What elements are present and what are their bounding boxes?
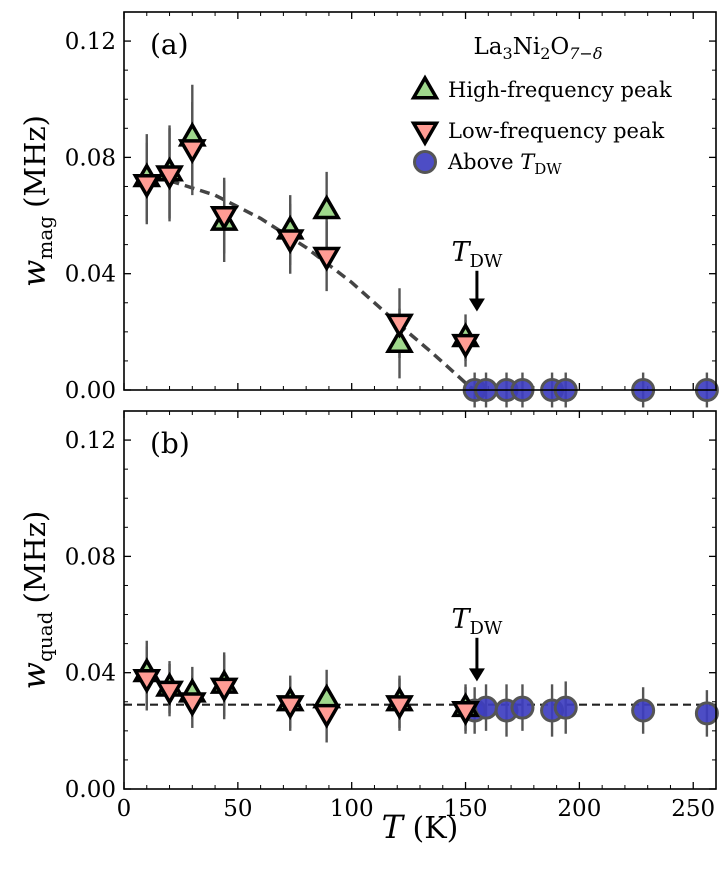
tdw-T: T: [451, 237, 471, 268]
ticks: [123, 410, 716, 790]
legend-title-Ni: Ni: [513, 34, 540, 60]
panel-label: (a): [150, 28, 189, 61]
tdw-arrow-head: [468, 668, 485, 682]
y-label-unit: (MHz): [18, 511, 52, 604]
data-point-circle: [631, 698, 656, 723]
data-point-triangle-down: [177, 139, 207, 165]
legend-label: Low-frequency peak: [448, 119, 665, 143]
legend-label: Above TDW: [447, 150, 562, 178]
data-point-triangle-down: [209, 205, 239, 232]
x-axis-label: T (K): [382, 808, 459, 846]
y-tick-label: 0.12: [65, 428, 116, 454]
legend-title-sub7: 7−δ: [569, 44, 602, 63]
data-point-circle: [553, 695, 578, 720]
x-tick-label: 0: [117, 796, 132, 822]
x-tick-label: 150: [444, 796, 488, 822]
plot-frame: [123, 410, 717, 790]
data-point-triangle-down: [451, 333, 480, 359]
y-axis-label: wquad (MHz): [15, 511, 57, 690]
data-point-triangle-down: [132, 174, 162, 200]
legend-title-sub3: 3: [503, 44, 513, 63]
legend-marker-triangle-up: [410, 74, 440, 100]
data-point-triangle-down: [209, 677, 239, 703]
tdw-T: T: [451, 604, 471, 635]
data-point-triangle-down: [385, 695, 414, 721]
legend-label: High-frequency peak: [448, 78, 672, 102]
y-tick-label: 0.04: [65, 661, 116, 687]
data-point-triangle-up: [312, 683, 342, 709]
x-tick-label: 250: [671, 796, 715, 822]
data-point-circle: [694, 701, 719, 726]
legend-marker-circle: [413, 150, 437, 174]
data-point-triangle-down: [275, 695, 305, 721]
legend-title: La3Ni2O7−δ: [474, 34, 603, 63]
y-axis-label: wmag (MHz): [15, 115, 57, 287]
y-label-sub: mag: [33, 216, 57, 260]
data-point-triangle-down: [177, 692, 207, 718]
tdw-sub: DW: [469, 618, 502, 639]
legend-title-O: O: [550, 34, 569, 60]
x-tick-label: 50: [223, 796, 252, 822]
y-tick-label: 0.00: [65, 777, 116, 803]
legend: La3Ni2O7−δ High-frequency peak Low-frequen…: [410, 34, 672, 178]
legend-marker-triangle-down: [410, 121, 440, 147]
data-point-triangle-down: [275, 229, 305, 255]
panel-a: 0.000.040.080.12 (a)TDWwmag(MHz)La3Ni2O7−…: [15, 11, 719, 408]
data-point-triangle-down: [155, 165, 184, 191]
y-label-unit: (MHz): [18, 115, 52, 208]
tdw-annotation: TDW: [451, 604, 502, 639]
data-point-triangle-up: [312, 194, 342, 220]
y-label-w: w: [15, 662, 53, 689]
tdw-sub: DW: [469, 251, 502, 272]
y-tick-label: 0.08: [65, 145, 116, 171]
legend-title-La: La: [474, 34, 503, 60]
legend-title-sub2: 2: [540, 44, 550, 63]
x-tick-label: 100: [330, 796, 374, 822]
legend-label-text: Above: [447, 150, 520, 174]
data-point-triangle-down: [155, 680, 184, 706]
data-point-triangle-down: [132, 668, 162, 695]
y-label-w: w: [15, 260, 53, 287]
legend-label-sub: DW: [534, 160, 562, 178]
data-point-triangle-down: [312, 703, 342, 729]
panel-label: (b): [150, 427, 190, 460]
data-point-triangle-down: [385, 313, 414, 339]
data-point-triangle-down: [312, 246, 342, 272]
y-tick-label: 0.12: [65, 29, 116, 55]
data-point-triangle-up: [385, 327, 414, 354]
plot-frame: [123, 11, 717, 391]
x-label-T: T: [382, 808, 406, 846]
tdw-arrow-head: [468, 298, 485, 312]
y-label-sub: quad: [33, 611, 57, 662]
data-point-triangle-down: [451, 700, 480, 726]
legend-label-T: T: [520, 150, 536, 174]
data-point-circle: [510, 695, 535, 720]
tdw-annotation: TDW: [451, 237, 502, 272]
y-tick-label: 0.04: [65, 262, 116, 288]
ticks: [123, 11, 716, 391]
y-tick-label: 0.08: [65, 544, 116, 570]
y-tick-label: 0.00: [65, 378, 116, 404]
x-tick-label: 200: [557, 796, 601, 822]
x-label-unit: (K): [403, 811, 458, 846]
